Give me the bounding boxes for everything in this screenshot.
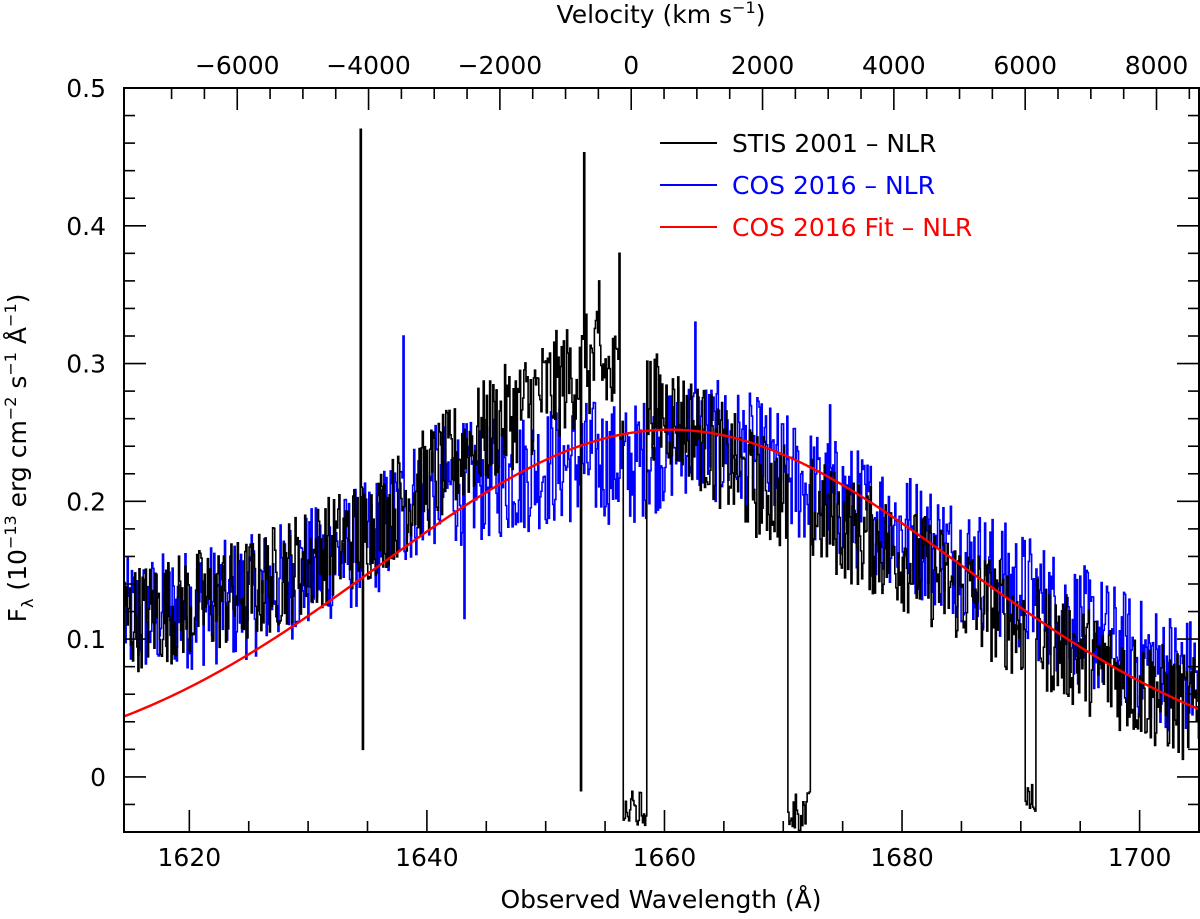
x-tick-label: 1660 [633, 843, 697, 872]
series-stis-2001-nlr [124, 128, 1199, 832]
legend-label-cos: COS 2016 – NLR [732, 171, 935, 200]
legend-label-fit: COS 2016 Fit – NLR [732, 213, 972, 242]
y-title-p4: Å [3, 327, 32, 352]
y-axis-title: Fλ (10−13 erg cm−2 s−1 Å−1) [1, 294, 37, 623]
series-cos-2016-nlr [124, 321, 1199, 732]
y-tick-label: 0.3 [66, 350, 106, 379]
velocity-tick-label: −6000 [195, 51, 280, 80]
top-axis-title-main: Velocity (km s [557, 0, 733, 29]
velocity-tick-label: 8000 [1125, 51, 1189, 80]
x-tick-label: 1620 [158, 843, 222, 872]
legend-label-stis: STIS 2001 – NLR [732, 129, 936, 158]
velocity-tick-label: 6000 [993, 51, 1057, 80]
y-tick-label: 0 [90, 763, 106, 792]
ticks-layer [124, 87, 1200, 833]
plot-frame [123, 87, 1200, 833]
velocity-tick-label: −2000 [458, 51, 543, 80]
velocity-tick-label: −4000 [326, 51, 411, 80]
top-axis-title: Velocity (km s−1) [557, 0, 766, 29]
y-title-f: F [3, 608, 32, 622]
velocity-tick-label: 0 [623, 51, 639, 80]
velocity-tick-label: 2000 [731, 51, 795, 80]
x-tick-label: 1680 [870, 843, 934, 872]
y-tick-label: 0.2 [66, 487, 106, 516]
top-axis-title-sup: −1 [732, 0, 756, 17]
x-tick-label: 1700 [1108, 843, 1172, 872]
y-title-p2: erg cm [3, 420, 32, 515]
x-axis-title: Observed Wavelength (Å) [500, 885, 821, 914]
top-axis-title-end: ) [756, 0, 766, 29]
y-title-s2: −2 [1, 397, 20, 421]
series-layer [124, 128, 1199, 832]
y-title-s4: −1 [1, 303, 20, 327]
y-tick-label: 0.1 [66, 625, 106, 654]
y-title-p5: ) [3, 294, 32, 304]
velocity-tick-label: 4000 [862, 51, 926, 80]
series-cos-2016-fit-nlr [124, 428, 1199, 718]
y-tick-label: 0.4 [66, 212, 106, 241]
y-title-s3: −1 [1, 352, 20, 376]
y-title-p3: s [3, 376, 32, 397]
legend: STIS 2001 – NLR COS 2016 – NLR COS 2016 … [660, 129, 972, 242]
x-tick-label: 1640 [395, 843, 459, 872]
y-title-p1: (10 [3, 549, 32, 599]
tick-labels-layer: 1620 1640 1660 1680 1700 −6000 −4000 −2000 0 2000… [66, 51, 1188, 872]
y-title-f-sub: λ [18, 599, 37, 608]
y-tick-label: 0.5 [66, 74, 106, 103]
y-title-s1: −13 [1, 515, 20, 549]
